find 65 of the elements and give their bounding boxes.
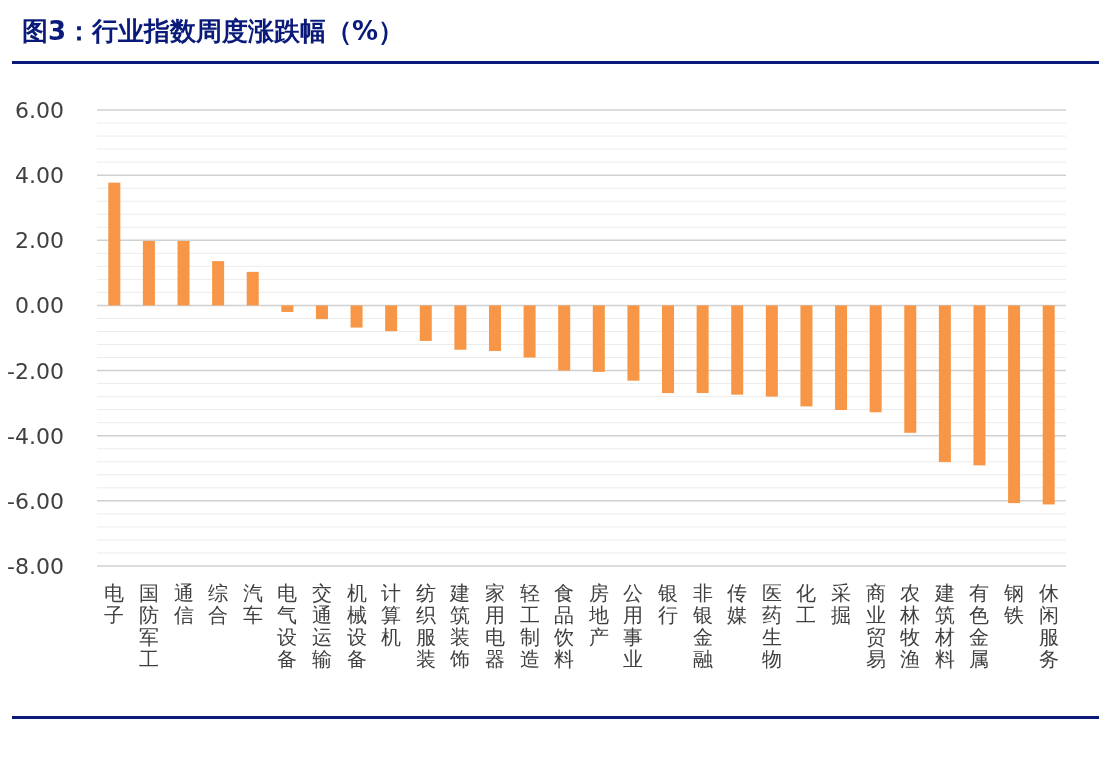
bar	[662, 305, 675, 394]
x-tick-label: 机械设备	[346, 581, 367, 671]
x-tick-label: 国防军工	[138, 581, 159, 671]
x-tick-label: 通信	[173, 581, 194, 627]
x-tick-label: 医药生物	[761, 581, 782, 671]
chart-title: 图3：行业指数周度涨跌幅（%）	[22, 16, 405, 46]
x-tick-label: 计算机	[381, 581, 402, 649]
x-tick-label: 银行	[657, 581, 679, 627]
bar	[627, 305, 640, 381]
x-tick-label: 房地产	[587, 581, 609, 649]
bar	[315, 305, 328, 320]
y-tick-label: -8.00	[7, 554, 64, 579]
bar	[454, 305, 467, 350]
x-tick-label: 纺织服装	[415, 581, 436, 671]
y-tick-label: 6.00	[15, 98, 64, 123]
x-tick-label: 汽车	[242, 581, 263, 627]
bar	[835, 305, 848, 410]
x-tick-label: 食品饮料	[553, 581, 575, 671]
x-tick-label: 电气设备	[277, 581, 298, 671]
bar	[108, 182, 121, 306]
x-tick-label: 建筑装饰	[449, 581, 471, 671]
y-tick-label: 2.00	[15, 228, 64, 254]
x-tick-label: 轻工制造	[519, 581, 540, 671]
bar	[1008, 305, 1021, 504]
x-tick-label: 化工	[796, 581, 817, 627]
bar	[488, 305, 501, 352]
bar	[177, 240, 190, 306]
bar	[558, 305, 571, 371]
x-tick-label: 家用电器	[484, 581, 505, 671]
y-tick-label: -4.00	[7, 423, 64, 449]
x-tick-label: 综合	[208, 581, 229, 627]
x-tick-label: 传媒	[727, 581, 748, 627]
x-tick-label: 电子	[104, 581, 125, 627]
bar	[350, 305, 363, 328]
x-tick-label: 建筑材料	[933, 581, 955, 671]
x-tick-label: 农林牧渔	[899, 581, 921, 671]
x-tick-label: 商业贸易	[865, 581, 886, 671]
y-tick-label: -6.00	[7, 488, 64, 514]
bar	[385, 305, 398, 332]
x-tick-label: 交通运输	[311, 581, 332, 671]
bar	[904, 305, 917, 433]
bar	[765, 305, 778, 397]
bar	[938, 305, 951, 463]
x-tick-label: 有色金属	[969, 581, 990, 671]
bar	[1042, 305, 1055, 505]
bar	[592, 305, 605, 372]
y-tick-label: 0.00	[15, 293, 64, 319]
bar	[419, 305, 432, 341]
x-tick-label: 钢铁	[1003, 581, 1025, 627]
bar	[800, 305, 813, 407]
bar	[142, 240, 155, 306]
bar	[696, 305, 709, 394]
y-tick-label: 4.00	[15, 163, 64, 189]
bar	[281, 305, 294, 312]
y-tick-label: -2.00	[7, 358, 64, 384]
bar	[973, 305, 986, 466]
bar	[212, 261, 225, 306]
x-tick-label: 非银金融	[691, 581, 713, 671]
bar	[731, 305, 744, 395]
bar	[246, 271, 259, 306]
bar	[523, 305, 536, 358]
x-tick-label: 采掘	[831, 581, 852, 627]
x-tick-label: 公用事业	[623, 581, 644, 671]
bar	[869, 305, 882, 413]
x-tick-label: 休闲服务	[1038, 581, 1059, 671]
